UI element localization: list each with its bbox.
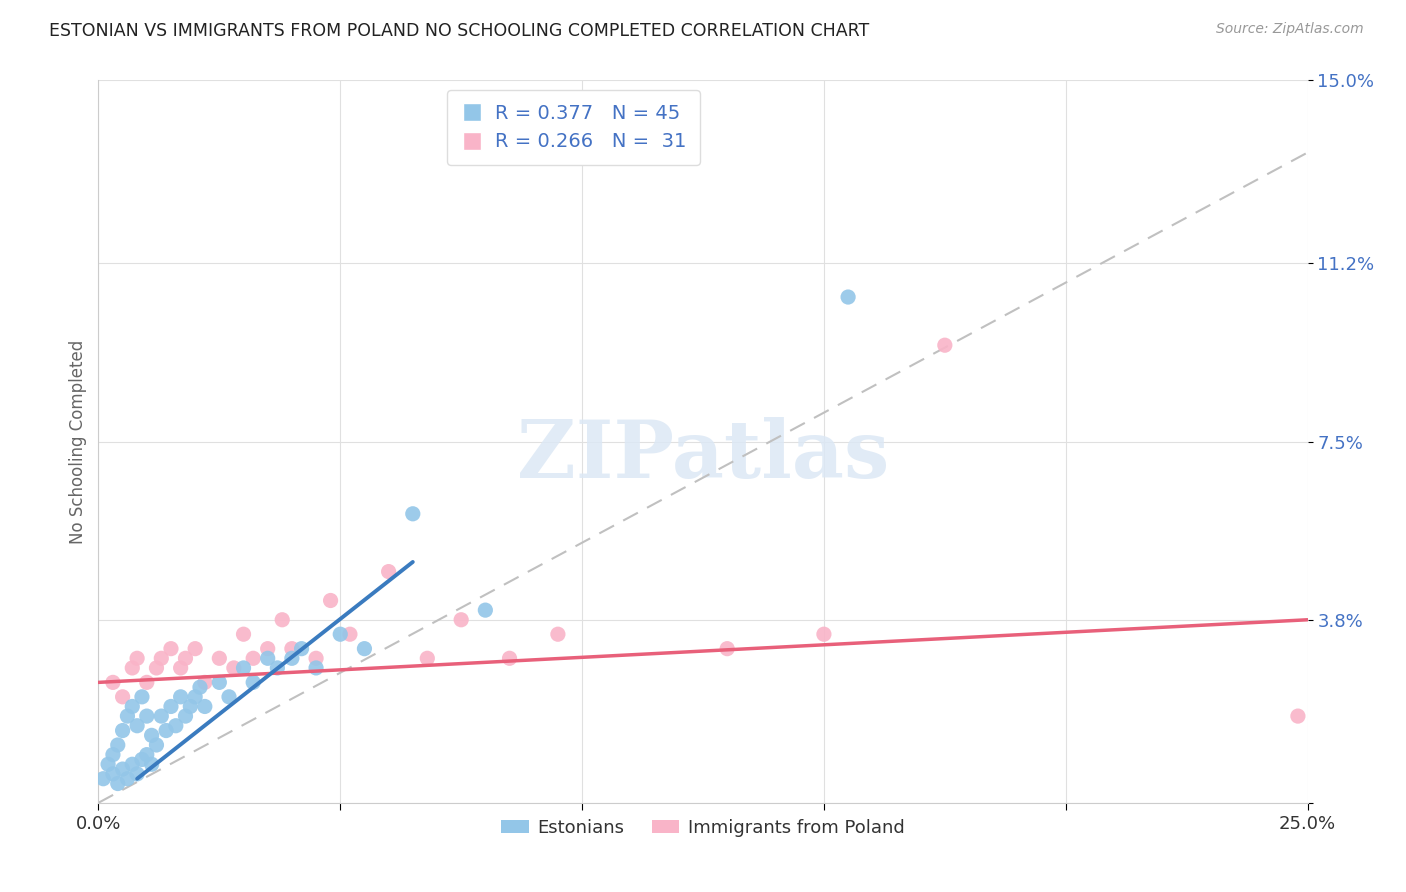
Point: [498, 651, 520, 665]
Point: [402, 507, 425, 521]
Point: [155, 723, 177, 738]
Point: [174, 651, 197, 665]
Point: [837, 290, 859, 304]
Point: [145, 738, 167, 752]
Text: ZIPatlas: ZIPatlas: [517, 417, 889, 495]
Point: [184, 690, 207, 704]
Point: [416, 651, 439, 665]
Point: [934, 338, 956, 352]
Point: [131, 690, 153, 704]
Point: [141, 728, 163, 742]
Text: ESTONIAN VS IMMIGRANTS FROM POLAND NO SCHOOLING COMPLETED CORRELATION CHART: ESTONIAN VS IMMIGRANTS FROM POLAND NO SC…: [49, 22, 869, 40]
Point: [150, 709, 173, 723]
Point: [169, 661, 191, 675]
Point: [135, 709, 157, 723]
Text: Source: ZipAtlas.com: Source: ZipAtlas.com: [1216, 22, 1364, 37]
Point: [242, 675, 264, 690]
Point: [1286, 709, 1309, 723]
Point: [271, 613, 294, 627]
Y-axis label: No Schooling Completed: No Schooling Completed: [69, 340, 87, 543]
Point: [135, 675, 157, 690]
Point: [242, 651, 264, 665]
Point: [547, 627, 569, 641]
Point: [813, 627, 835, 641]
Point: [194, 675, 217, 690]
Point: [474, 603, 496, 617]
Point: [208, 675, 231, 690]
Point: [165, 719, 187, 733]
Point: [97, 757, 120, 772]
Point: [256, 641, 278, 656]
Point: [117, 772, 139, 786]
Point: [319, 593, 342, 607]
Point: [127, 719, 149, 733]
Point: [150, 651, 173, 665]
Point: [179, 699, 201, 714]
Point: [222, 661, 245, 675]
Point: [305, 651, 328, 665]
Point: [194, 699, 217, 714]
Point: [117, 709, 139, 723]
Point: [107, 776, 129, 790]
Point: [121, 661, 143, 675]
Point: [141, 757, 163, 772]
Legend: Estonians, Immigrants from Poland: Estonians, Immigrants from Poland: [495, 812, 911, 845]
Point: [281, 641, 304, 656]
Point: [339, 627, 361, 641]
Point: [305, 661, 328, 675]
Point: [131, 752, 153, 766]
Point: [232, 661, 254, 675]
Point: [716, 641, 738, 656]
Point: [121, 699, 143, 714]
Point: [127, 767, 149, 781]
Point: [91, 772, 114, 786]
Point: [266, 661, 288, 675]
Point: [101, 767, 124, 781]
Point: [121, 757, 143, 772]
Point: [160, 641, 183, 656]
Point: [107, 738, 129, 752]
Point: [145, 661, 167, 675]
Point: [174, 709, 197, 723]
Point: [208, 651, 231, 665]
Point: [135, 747, 157, 762]
Point: [111, 690, 134, 704]
Point: [127, 651, 149, 665]
Point: [281, 651, 304, 665]
Point: [101, 675, 124, 690]
Point: [256, 651, 278, 665]
Point: [184, 641, 207, 656]
Point: [169, 690, 191, 704]
Point: [329, 627, 352, 641]
Point: [353, 641, 375, 656]
Point: [232, 627, 254, 641]
Point: [160, 699, 183, 714]
Point: [111, 723, 134, 738]
Point: [218, 690, 240, 704]
Point: [188, 680, 211, 694]
Point: [450, 613, 472, 627]
Point: [290, 641, 312, 656]
Point: [377, 565, 399, 579]
Point: [101, 747, 124, 762]
Point: [111, 762, 134, 776]
